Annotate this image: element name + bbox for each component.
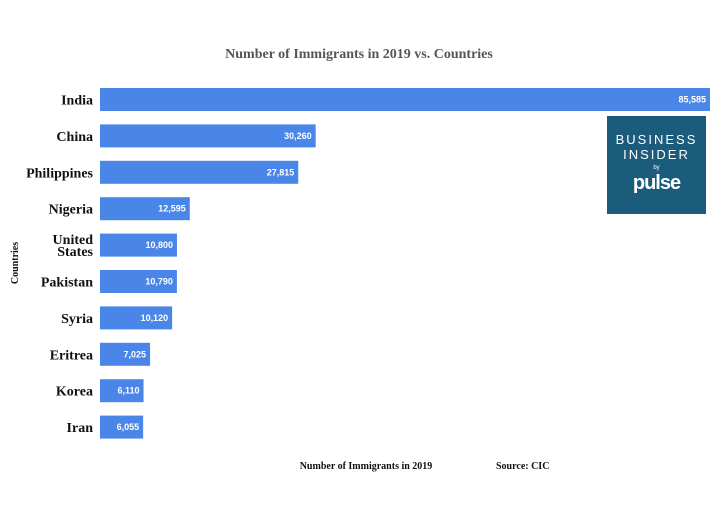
logo-line-1: BUSINESS [615, 132, 698, 147]
value-label: 30,260 [284, 131, 312, 141]
chart-title: Number of Immigrants in 2019 vs. Countri… [225, 47, 493, 62]
category-label: Syria [61, 312, 93, 327]
bar-united-states [100, 233, 177, 257]
logo-line-2: INSIDER [623, 147, 690, 162]
value-label: 27,815 [267, 167, 295, 177]
bar-syria [100, 306, 173, 330]
bar-iran [100, 415, 144, 439]
value-label: 12,595 [158, 204, 186, 214]
category-label: Iran [67, 421, 94, 436]
x-axis-label: Number of Immigrants in 2019 [300, 461, 433, 472]
category-label: China [56, 130, 93, 145]
category-label: India [61, 94, 93, 109]
y-axis-label: Countries [10, 242, 21, 284]
logo-pulse: pulse [632, 172, 681, 194]
category-label: Pakistan [41, 276, 93, 291]
value-label: 7,025 [124, 349, 147, 359]
value-label: 10,800 [145, 240, 173, 250]
bar-pakistan [100, 270, 177, 293]
bar-philippines [100, 160, 299, 184]
logo-by: by [653, 165, 660, 171]
value-label: 10,790 [145, 277, 173, 287]
value-label: 6,110 [118, 386, 140, 396]
category-label: United States [53, 233, 94, 260]
source-note: Source: CIC [496, 461, 549, 472]
bar-korea [100, 379, 144, 403]
value-label: 6,055 [117, 422, 140, 432]
category-label: Eritrea [50, 348, 93, 363]
value-label: 85,585 [678, 95, 706, 105]
category-label: Nigeria [49, 203, 93, 218]
bars-group: 85,585 India 30,260 China 27,815 Philippines 1… [26, 88, 710, 439]
business-insider-logo: BUSINESS INSIDER by pulse [607, 116, 706, 214]
bar-nigeria [100, 197, 190, 221]
bar-eritrea [100, 342, 151, 366]
bar-india [100, 88, 710, 111]
category-label: Korea [56, 385, 93, 400]
category-label: Philippines [26, 166, 93, 181]
value-label: 10,120 [141, 313, 169, 323]
bar-china [100, 124, 316, 148]
